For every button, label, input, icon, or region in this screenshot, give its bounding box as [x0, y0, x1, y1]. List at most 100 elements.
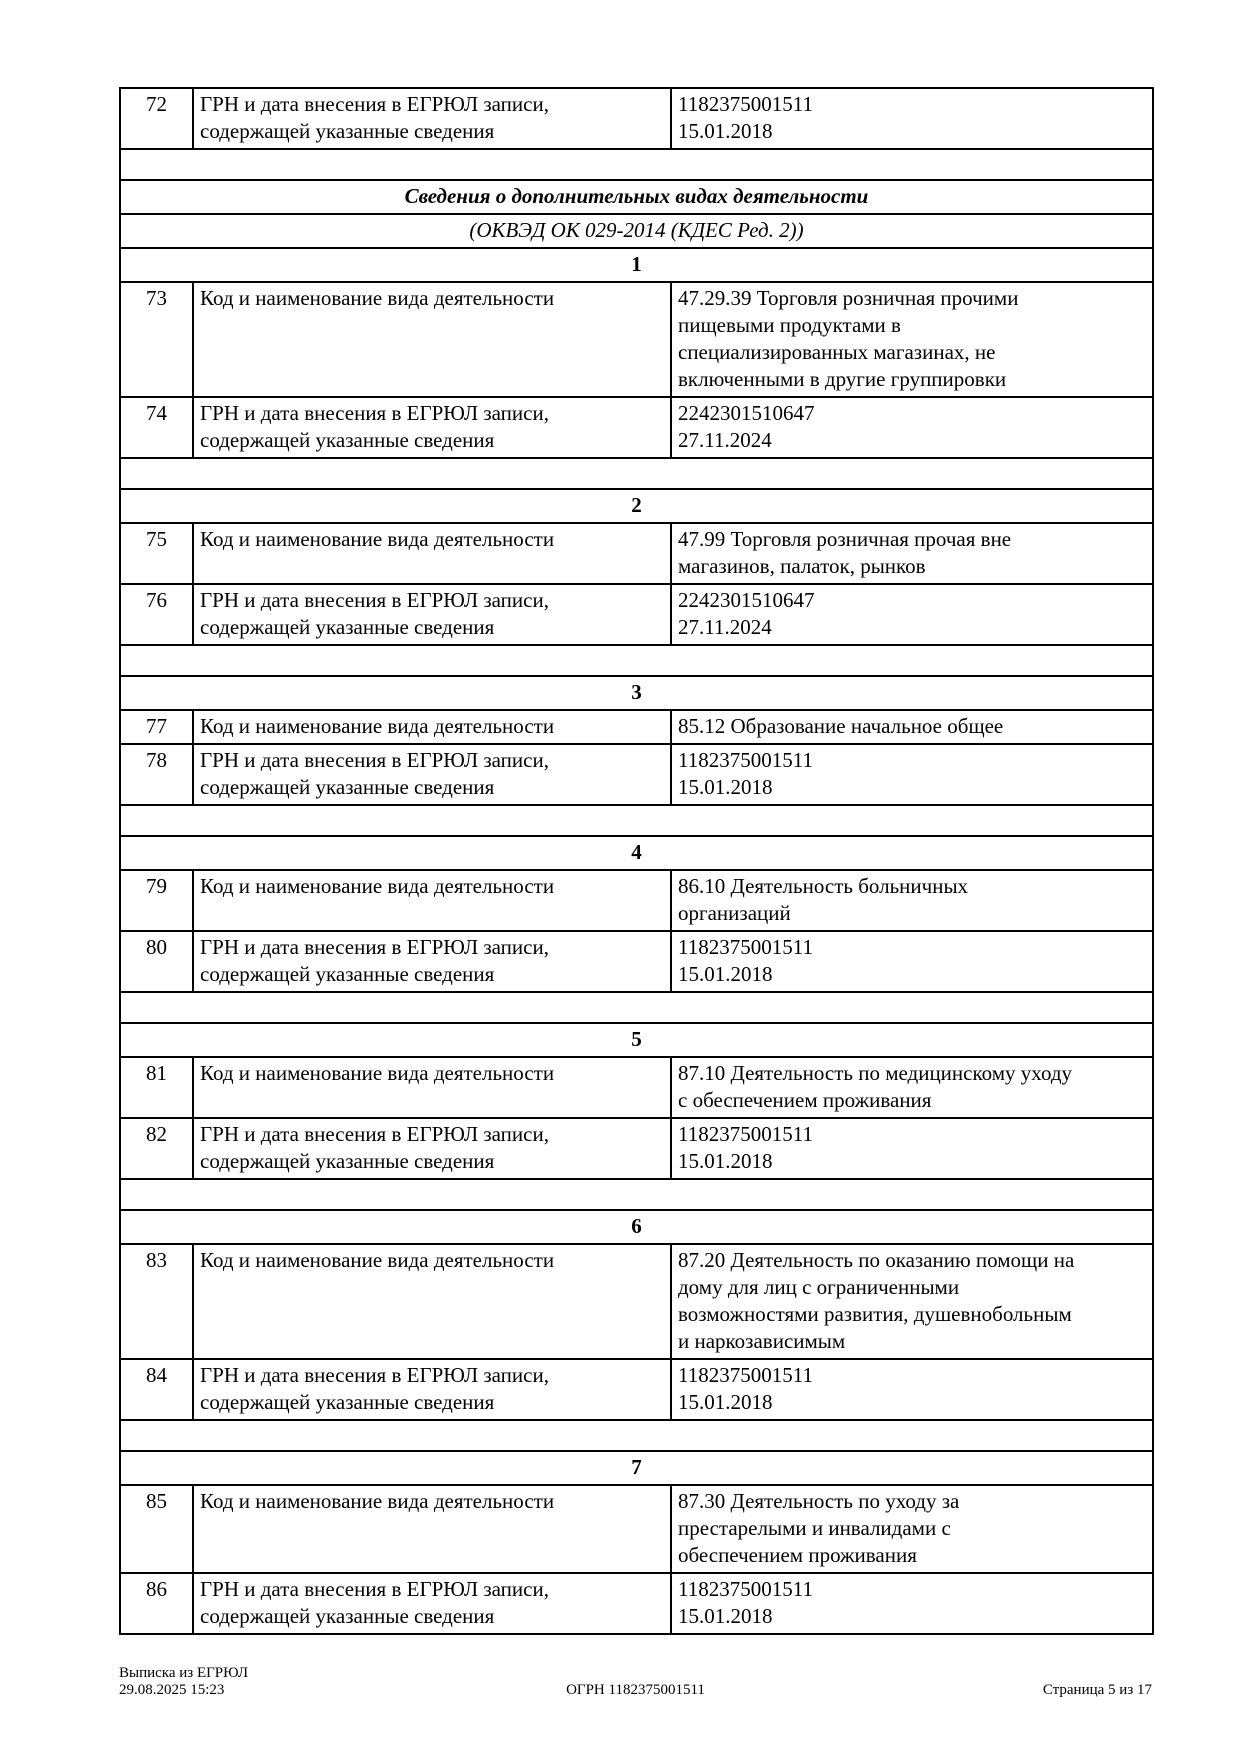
spacer-row [119, 148, 1154, 181]
group-index: 3 [119, 675, 1154, 711]
table-row: (ОКВЭД ОК 029-2014 (КДЕС Ред. 2)) [119, 213, 1154, 249]
row-value: 47.29.39 Торговля розничная прочими пище… [670, 281, 1154, 398]
row-number: 73 [119, 281, 194, 398]
row-value: 2242301510647 27.11.2024 [670, 583, 1154, 646]
row-number: 86 [119, 1572, 194, 1635]
row-label: Код и наименование вида деятельности [192, 1243, 672, 1360]
table-row [119, 804, 1154, 837]
spacer-row [119, 991, 1154, 1024]
footer-generated-datetime: 29.08.2025 15:23 [119, 1682, 225, 1698]
row-value: 87.20 Деятельность по оказанию помощи на… [670, 1243, 1154, 1360]
row-value: 2242301510647 27.11.2024 [670, 396, 1154, 459]
table-row: 77 Код и наименование вида деятельности 85… [119, 709, 1154, 745]
row-value: 1182375001511 15.01.2018 [670, 1358, 1154, 1421]
row-label: ГРН и дата внесения в ЕГРЮЛ записи, соде… [192, 930, 672, 993]
group-index: 6 [119, 1209, 1154, 1245]
row-number: 84 [119, 1358, 194, 1421]
table-row: 75 Код и наименование вида деятельности 47… [119, 522, 1154, 585]
row-value: 87.10 Деятельность по медицинскому уходу… [670, 1056, 1154, 1119]
table-row: 86 ГРН и дата внесения в ЕГРЮЛ записи, со… [119, 1572, 1154, 1635]
row-number: 85 [119, 1484, 194, 1574]
group-index: 5 [119, 1022, 1154, 1058]
table-row: 83 Код и наименование вида деятельности 87… [119, 1243, 1154, 1360]
row-value: 86.10 Деятельность больничных организаци… [670, 869, 1154, 932]
row-number: 80 [119, 930, 194, 993]
table-row [119, 991, 1154, 1024]
row-number: 76 [119, 583, 194, 646]
table-row [119, 644, 1154, 677]
table-row: 74 ГРН и дата внесения в ЕГРЮЛ записи, со… [119, 396, 1154, 459]
row-number: 74 [119, 396, 194, 459]
row-value: 47.99 Торговля розничная прочая вне мага… [670, 522, 1154, 585]
row-label: Код и наименование вида деятельности [192, 1056, 672, 1119]
row-number: 81 [119, 1056, 194, 1119]
row-label: ГРН и дата внесения в ЕГРЮЛ записи, соде… [192, 583, 672, 646]
spacer-row [119, 1178, 1154, 1211]
row-label: ГРН и дата внесения в ЕГРЮЛ записи, соде… [192, 1117, 672, 1180]
row-value: 85.12 Образование начальное общее [670, 709, 1154, 745]
row-value: 87.30 Деятельность по уходу за престарел… [670, 1484, 1154, 1574]
row-label: ГРН и дата внесения в ЕГРЮЛ записи, соде… [192, 87, 672, 150]
group-index: 7 [119, 1450, 1154, 1486]
table-row: 73 Код и наименование вида деятельности 47… [119, 281, 1154, 398]
table-row: 5 [119, 1022, 1154, 1058]
row-number: 83 [119, 1243, 194, 1360]
spacer-row [119, 457, 1154, 490]
table-row: 81 Код и наименование вида деятельности 87… [119, 1056, 1154, 1119]
group-index: 1 [119, 247, 1154, 283]
row-label: Код и наименование вида деятельности [192, 281, 672, 398]
table-body: 72 ГРН и дата внесения в ЕГРЮЛ записи, со… [119, 87, 1154, 1635]
table-row: 1 [119, 247, 1154, 283]
egrul-extract-table: 72 ГРН и дата внесения в ЕГРЮЛ записи, со… [119, 87, 1154, 1635]
row-label: ГРН и дата внесения в ЕГРЮЛ записи, соде… [192, 396, 672, 459]
table-row: 4 [119, 835, 1154, 871]
table-row [119, 148, 1154, 181]
row-value: 1182375001511 15.01.2018 [670, 1572, 1154, 1635]
table-row: 6 [119, 1209, 1154, 1245]
row-value: 1182375001511 15.01.2018 [670, 1117, 1154, 1180]
group-index: 4 [119, 835, 1154, 871]
row-number: 82 [119, 1117, 194, 1180]
footer-left-block: Выписка из ЕГРЮЛ 29.08.2025 15:23 [119, 1665, 248, 1699]
table-row: 79 Код и наименование вида деятельности 86… [119, 869, 1154, 932]
table-row: 85 Код и наименование вида деятельности 87… [119, 1484, 1154, 1574]
spacer-row [119, 1419, 1154, 1452]
row-label: Код и наименование вида деятельности [192, 869, 672, 932]
row-value: 1182375001511 15.01.2018 [670, 743, 1154, 806]
table-row: 7 [119, 1450, 1154, 1486]
row-value: 1182375001511 15.01.2018 [670, 930, 1154, 993]
row-number: 79 [119, 869, 194, 932]
table-row: 76 ГРН и дата внесения в ЕГРЮЛ записи, со… [119, 583, 1154, 646]
row-label: ГРН и дата внесения в ЕГРЮЛ записи, соде… [192, 743, 672, 806]
row-number: 72 [119, 87, 194, 150]
footer-page-number: Страница 5 из 17 [1042, 1682, 1152, 1698]
table-row [119, 1178, 1154, 1211]
spacer-row [119, 804, 1154, 837]
page-footer: Выписка из ЕГРЮЛ 29.08.2025 15:23 ОГРН 1… [119, 1663, 1152, 1699]
table-row: 84 ГРН и дата внесения в ЕГРЮЛ записи, со… [119, 1358, 1154, 1421]
section-title: Сведения о дополнительных видах деятельн… [119, 179, 1154, 215]
table-row: Сведения о дополнительных видах деятельн… [119, 179, 1154, 215]
table-row: 3 [119, 675, 1154, 711]
row-label: ГРН и дата внесения в ЕГРЮЛ записи, соде… [192, 1572, 672, 1635]
row-label: Код и наименование вида деятельности [192, 1484, 672, 1574]
row-label: Код и наименование вида деятельности [192, 522, 672, 585]
footer-doc-type: Выписка из ЕГРЮЛ [119, 1665, 248, 1681]
section-subtitle: (ОКВЭД ОК 029-2014 (КДЕС Ред. 2)) [119, 213, 1154, 249]
row-number: 77 [119, 709, 194, 745]
spacer-row [119, 644, 1154, 677]
footer-ogrn: ОГРН 1182375001511 [566, 1682, 705, 1698]
table-row: 82 ГРН и дата внесения в ЕГРЮЛ записи, со… [119, 1117, 1154, 1180]
group-index: 2 [119, 488, 1154, 524]
table-row: 2 [119, 488, 1154, 524]
table-row: 78 ГРН и дата внесения в ЕГРЮЛ записи, со… [119, 743, 1154, 806]
table-row [119, 457, 1154, 490]
row-number: 75 [119, 522, 194, 585]
table-row [119, 1419, 1154, 1452]
row-label: Код и наименование вида деятельности [192, 709, 672, 745]
table-row: 80 ГРН и дата внесения в ЕГРЮЛ записи, со… [119, 930, 1154, 993]
row-value: 1182375001511 15.01.2018 [670, 87, 1154, 150]
table-row: 72 ГРН и дата внесения в ЕГРЮЛ записи, со… [119, 87, 1154, 150]
row-number: 78 [119, 743, 194, 806]
